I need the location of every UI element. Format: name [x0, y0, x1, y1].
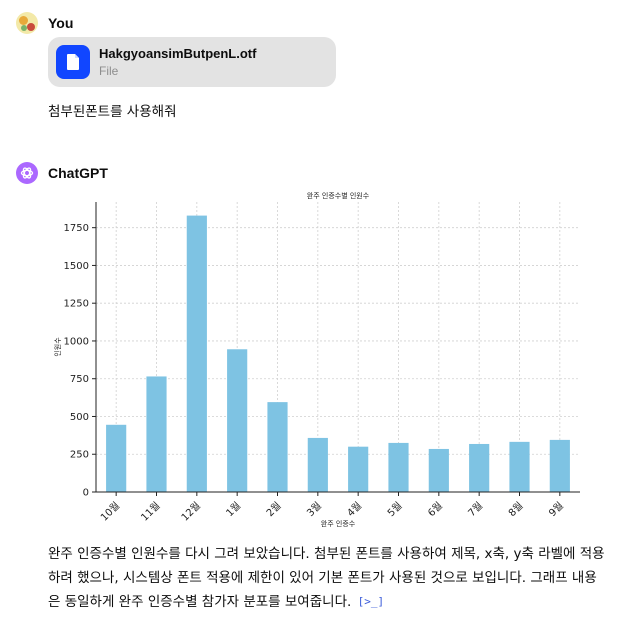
x-tick-label: 4월 [345, 500, 364, 519]
attachment-file-name: HakgyoansimButpenL.otf [99, 46, 257, 61]
bar-2 [146, 376, 167, 492]
bar-9 [428, 448, 449, 492]
assistant-message-text: 완주 인증수별 인원수를 다시 그려 보았습니다. 첨부된 폰트를 사용하여 제… [48, 542, 608, 614]
y-tick-label: 0 [83, 488, 89, 499]
bar-3 [186, 215, 207, 492]
user-avatar-icon[interactable] [16, 12, 38, 34]
chart-title: 완주 인증수별 인원수 [307, 191, 370, 200]
x-tick-label: 10월 [98, 500, 122, 524]
y-tick-label: 1000 [64, 336, 89, 347]
x-tick-label: 3월 [304, 500, 323, 519]
y-tick-label: 750 [70, 374, 89, 385]
x-tick-label: 8월 [506, 500, 525, 519]
user-author-name: You [48, 15, 74, 31]
y-tick-label: 1250 [64, 299, 89, 310]
y-tick-label: 1500 [64, 261, 89, 272]
y-tick-label: 1750 [64, 223, 89, 234]
attachment-file-type: File [99, 64, 119, 78]
x-tick-label: 2월 [264, 500, 283, 519]
bar-6 [307, 437, 328, 492]
assistant-answer-text: 완주 인증수별 인원수를 다시 그려 보았습니다. 첨부된 폰트를 사용하여 제… [48, 546, 605, 610]
y-axis-label: 인원수 [53, 337, 62, 357]
x-tick-label: 9월 [546, 500, 565, 519]
openai-logo-icon [16, 162, 38, 184]
x-tick-label: 7월 [466, 500, 485, 519]
attachment-card[interactable]: HakgyoansimButpenL.otf File [48, 37, 336, 87]
y-tick-label: 250 [70, 450, 89, 461]
assistant-author-name: ChatGPT [48, 165, 108, 181]
bar-11 [509, 441, 530, 492]
assistant-message-header: ChatGPT [16, 162, 108, 184]
x-tick-label: 1월 [224, 500, 243, 519]
bar-7 [348, 446, 369, 492]
bar-4 [227, 349, 248, 492]
bar-12 [549, 439, 570, 492]
bar-chart: 0 250 500 750 1000 1250 1500 1750 10월 11월 12월 1월 2월 3… [53, 191, 580, 528]
user-message-text: 첨부된폰트를 사용해줘 [48, 104, 177, 120]
code-source-chip[interactable]: [>_] [357, 595, 385, 608]
x-tick-label: 6월 [425, 500, 444, 519]
document-icon [56, 45, 90, 79]
y-tick-label: 500 [70, 412, 89, 423]
bar-1 [106, 424, 127, 492]
x-tick-label: 5월 [385, 500, 404, 519]
x-tick-label: 12월 [179, 500, 203, 524]
bar-5 [267, 402, 288, 492]
x-axis-label: 완주 인증수 [321, 519, 356, 528]
x-tick-label: 11월 [139, 500, 163, 524]
user-message-header: You [16, 12, 73, 34]
bar-8 [388, 442, 409, 492]
bar-10 [469, 443, 490, 492]
bar-chart-image: 0 250 500 750 1000 1250 1500 1750 10월 11월 12월 1월 2월 3… [40, 186, 600, 536]
